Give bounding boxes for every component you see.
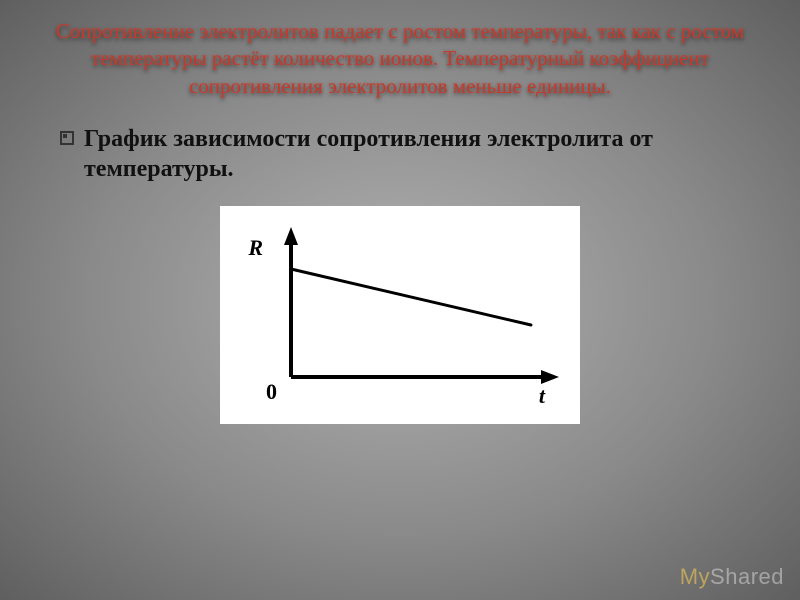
bullet-icon	[60, 131, 74, 145]
slide-title: Сопротивление электролитов падает с рост…	[0, 0, 800, 114]
watermark-prefix: My	[680, 564, 710, 589]
bullet-text: График зависимости сопротивления электро…	[84, 124, 740, 184]
content-area: График зависимости сопротивления электро…	[0, 114, 800, 424]
watermark: MyShared	[680, 564, 784, 590]
slide: Сопротивление электролитов падает с рост…	[0, 0, 800, 600]
watermark-suffix: Shared	[710, 564, 784, 589]
chart-container: Rt 0	[220, 206, 580, 424]
svg-text:t: t	[539, 383, 546, 408]
bullet-item: График зависимости сопротивления электро…	[60, 124, 740, 184]
svg-text:R: R	[247, 235, 263, 260]
svg-text:0: 0	[266, 379, 277, 404]
resistance-temperature-chart: Rt 0	[231, 217, 571, 417]
